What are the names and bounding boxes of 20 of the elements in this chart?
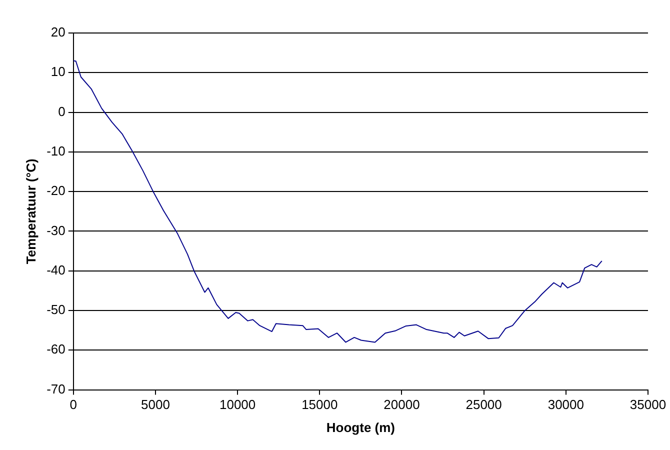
y-tick-label: -60 [46, 342, 66, 357]
x-axis-title: Hoogte (m) [326, 420, 395, 435]
y-tick-label: -40 [46, 262, 66, 278]
y-tick-label: -70 [46, 381, 66, 396]
y-axis-title: Temperatuur (°C) [23, 158, 38, 264]
y-tick-label: 10 [50, 64, 66, 80]
x-tick-label: 25000 [466, 397, 502, 412]
y-tick-label: 0 [58, 104, 66, 119]
y-tick-label: -20 [46, 183, 66, 198]
y-tick-label: 20 [50, 24, 66, 40]
y-tick-label: -30 [46, 222, 66, 238]
x-tick-label: 20000 [384, 397, 420, 412]
y-tick-label: -50 [46, 302, 66, 318]
x-tick-label: 35000 [630, 397, 666, 412]
x-tick-label: 10000 [219, 397, 256, 412]
x-tick-label: 0 [70, 397, 78, 412]
y-tick-label: -10 [46, 144, 66, 159]
x-tick-label: 5000 [141, 397, 170, 412]
x-tick-label: 30000 [548, 397, 584, 412]
x-tick-label: 15000 [302, 397, 338, 412]
